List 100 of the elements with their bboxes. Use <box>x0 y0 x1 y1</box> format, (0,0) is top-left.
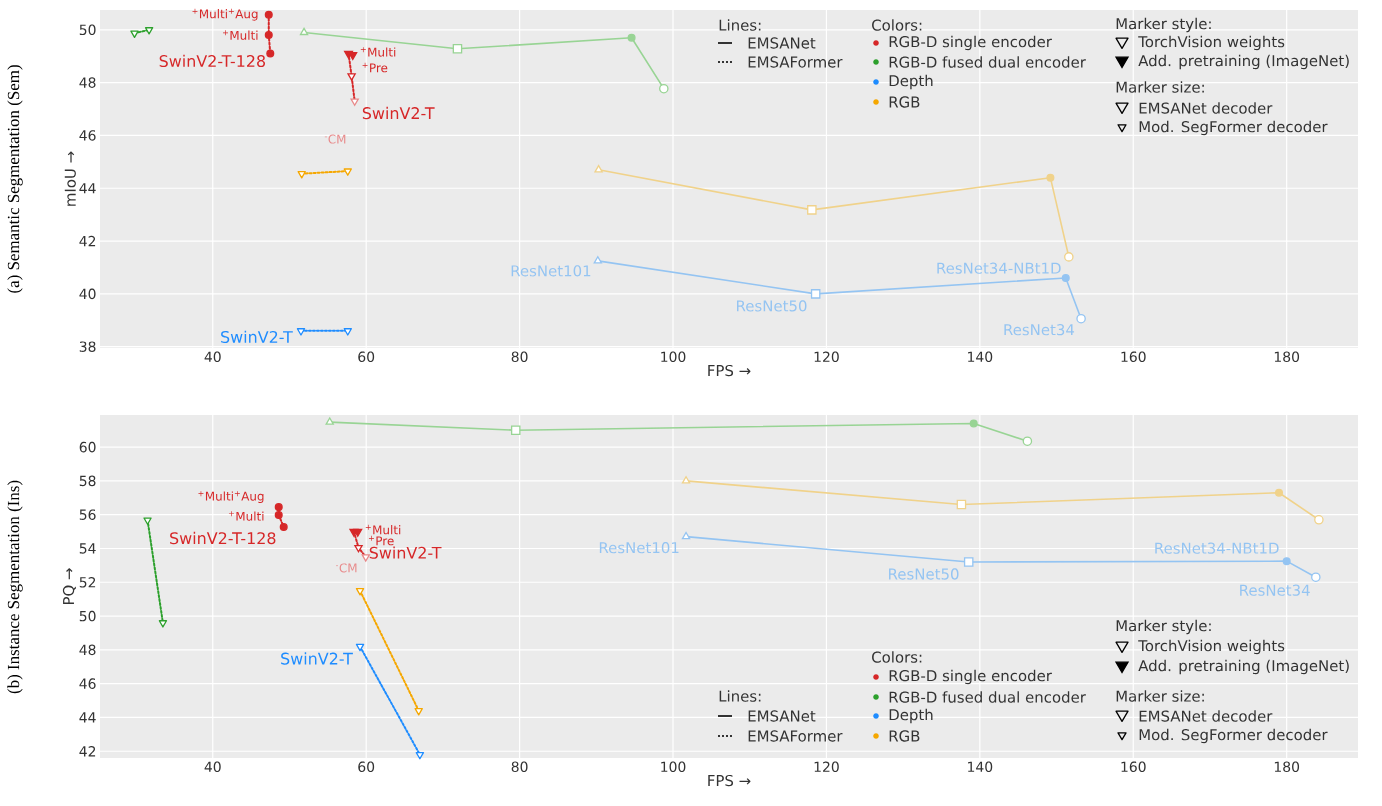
annotation: ResNet34 <box>1240 584 1310 596</box>
annotation: SwinV2-T <box>281 652 353 665</box>
point <box>452 44 463 54</box>
x-tick-label: 120 <box>814 761 839 773</box>
annotation: TorchVision weights <box>1138 639 1285 655</box>
annotation: ResNet50 <box>737 300 807 312</box>
x-axis-title: FPS → <box>708 774 751 787</box>
point <box>274 503 283 512</box>
annotation: Marker size: <box>1116 690 1204 702</box>
x-tick-label: 160 <box>1121 761 1146 773</box>
point <box>299 27 309 36</box>
x-tick-label: 40 <box>204 351 221 363</box>
point <box>593 256 603 264</box>
annotation: $^{+}$Multi <box>365 524 401 535</box>
annotation: EMSANet <box>748 37 816 49</box>
y-tick-label: 48 <box>79 77 96 88</box>
x-tick-label: 180 <box>1274 351 1300 363</box>
x-tick-label: 180 <box>1274 761 1300 773</box>
x-tick-label: 80 <box>511 761 528 773</box>
y-axis-title: mIoU → <box>64 151 76 206</box>
y-tick-label: 52 <box>79 576 96 588</box>
annotation: Mod. SegFormer decoder <box>1139 120 1328 136</box>
annotation: Colors: <box>872 651 922 663</box>
annotation: SwinV2-T-128 <box>159 54 266 68</box>
annotation: ResNet50 <box>889 568 959 580</box>
y-tick-label: 58 <box>79 475 96 487</box>
x-tick-label: 100 <box>661 761 686 773</box>
y-tick-label: 42 <box>79 746 96 757</box>
annotation: RGB <box>889 96 920 108</box>
annotation: ResNet34-NBt1D <box>937 262 1061 274</box>
annotation: ResNet101 <box>511 265 591 277</box>
point <box>681 476 691 484</box>
annotation: Colors: <box>872 19 922 31</box>
annotation: TorchVision weights <box>1138 35 1285 51</box>
point <box>1311 572 1321 582</box>
annotation: RGB <box>889 730 920 742</box>
x-tick-label: 80 <box>511 351 528 363</box>
annotation: $^{-}$CM <box>324 134 346 144</box>
point <box>1274 488 1284 497</box>
point <box>264 31 273 40</box>
x-tick-label: 60 <box>358 761 375 773</box>
annotation: Lines: <box>719 690 761 702</box>
point <box>963 557 974 567</box>
text: (a) Semantic Segmentation (Sem) <box>7 65 23 293</box>
point <box>347 73 356 81</box>
point <box>1064 252 1074 262</box>
point <box>969 419 978 428</box>
annotation: Lines: <box>719 19 761 31</box>
point <box>1061 273 1070 283</box>
annotation: $^{+}$Multi <box>360 47 396 57</box>
annotation: Add. pretraining (ImageNet) <box>1138 54 1349 70</box>
point <box>1022 436 1033 446</box>
text: (b) Instance Segmentation (Ins) <box>7 480 23 694</box>
y-tick-label: 56 <box>79 509 96 520</box>
annotation: $^{+}$Pre <box>362 62 388 73</box>
point <box>810 289 821 299</box>
annotation: RGB-D single encoder <box>889 669 1052 685</box>
annotation: Marker style: <box>1116 17 1211 33</box>
annotation: Depth <box>889 708 933 724</box>
point <box>1076 313 1086 324</box>
annotation: EMSANet <box>748 710 816 722</box>
annotation: $^{+}$Multi <box>223 30 258 40</box>
annotation: SwinV2-T-128 <box>170 531 276 545</box>
point <box>264 10 273 19</box>
annotation: Marker style: <box>1116 619 1211 635</box>
y-tick-label: 44 <box>79 712 96 723</box>
point <box>594 164 603 173</box>
y-tick-label: 50 <box>79 24 96 36</box>
point <box>353 528 363 537</box>
point <box>325 417 334 425</box>
annotation: $^{-}$CM <box>335 563 357 573</box>
annotation: SwinV2-T <box>362 106 435 120</box>
point <box>1314 514 1324 525</box>
point <box>350 98 359 106</box>
annotation: EMSANet decoder <box>1139 710 1273 722</box>
y-tick-label: 46 <box>79 130 96 141</box>
annotation: RGB-D fused dual encoder <box>889 691 1086 703</box>
point <box>659 83 669 94</box>
annotation: ResNet101 <box>599 542 679 554</box>
point <box>627 33 636 42</box>
y-tick-label: 60 <box>79 441 96 453</box>
point <box>354 544 363 553</box>
annotation: Depth <box>889 74 933 90</box>
x-axis-title: FPS → <box>708 364 751 377</box>
y-tick-label: 50 <box>79 610 96 622</box>
point <box>266 49 275 58</box>
annotation: RGB-D fused dual encoder <box>889 56 1086 68</box>
annotation: EMSAFormer <box>748 56 843 68</box>
annotation: RGB-D single encoder <box>889 35 1052 51</box>
y-tick-label: 46 <box>79 678 96 689</box>
point <box>807 205 817 215</box>
point <box>274 511 283 520</box>
annotation: SwinV2-T <box>369 546 442 559</box>
y-axis-title: PQ → <box>62 568 76 605</box>
point <box>956 499 967 510</box>
point <box>681 531 691 540</box>
y-tick-label: 40 <box>79 288 96 300</box>
point <box>1282 557 1291 566</box>
annotation: ResNet34-NBt1D <box>1155 542 1279 554</box>
y-tick-label: 54 <box>79 543 96 554</box>
